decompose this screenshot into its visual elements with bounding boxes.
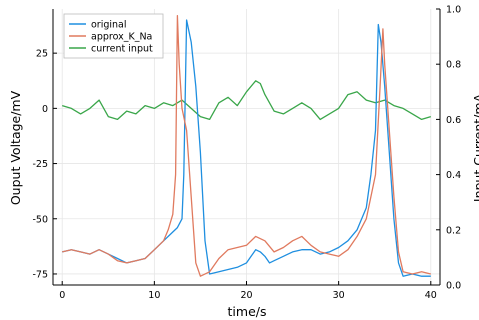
y2-tick-label-0: 0.0 xyxy=(446,281,461,292)
y-axis-label-left: Ouput Voltage/mV xyxy=(8,90,23,205)
y-tick-label-2: -25 xyxy=(32,159,48,170)
x-tick-label-4: 40 xyxy=(425,290,437,301)
y-tick-label-3: -50 xyxy=(32,214,48,225)
x-tick-label-0: 0 xyxy=(59,290,65,301)
y-tick-label-4: -75 xyxy=(32,269,48,280)
legend-label-2: current input xyxy=(91,44,153,55)
series-layer xyxy=(62,14,431,277)
x-tick-label-2: 20 xyxy=(240,290,252,301)
x-tick-label-1: 10 xyxy=(148,290,160,301)
y-tick-label-0: 25 xyxy=(36,49,48,60)
y-tick-label-1: 0 xyxy=(42,104,48,115)
y2-tick-label-2: 0.4 xyxy=(446,170,461,181)
series-line-approx-k-na xyxy=(62,14,431,277)
y2-tick-label-3: 0.6 xyxy=(446,115,461,126)
y2-tick-label-4: 0.8 xyxy=(446,60,461,71)
legend-label-1: approx_K_Na xyxy=(91,32,152,43)
legend-label-0: original xyxy=(91,20,127,31)
x-axis-label: time/s xyxy=(228,304,267,319)
y2-tick-label-1: 0.2 xyxy=(446,225,461,236)
x-tick-label-3: 30 xyxy=(333,290,345,301)
tick-labels: 0 10 20 30 40 25 0 -25 -50 -75 0.0 0.2 0.4 0.6 0.8 1.0 xyxy=(32,5,461,302)
y2-tick-label-5: 1.0 xyxy=(446,5,461,16)
y-axis-label-right: Input Current/mA xyxy=(471,93,479,202)
series-line-current-input xyxy=(62,80,431,121)
